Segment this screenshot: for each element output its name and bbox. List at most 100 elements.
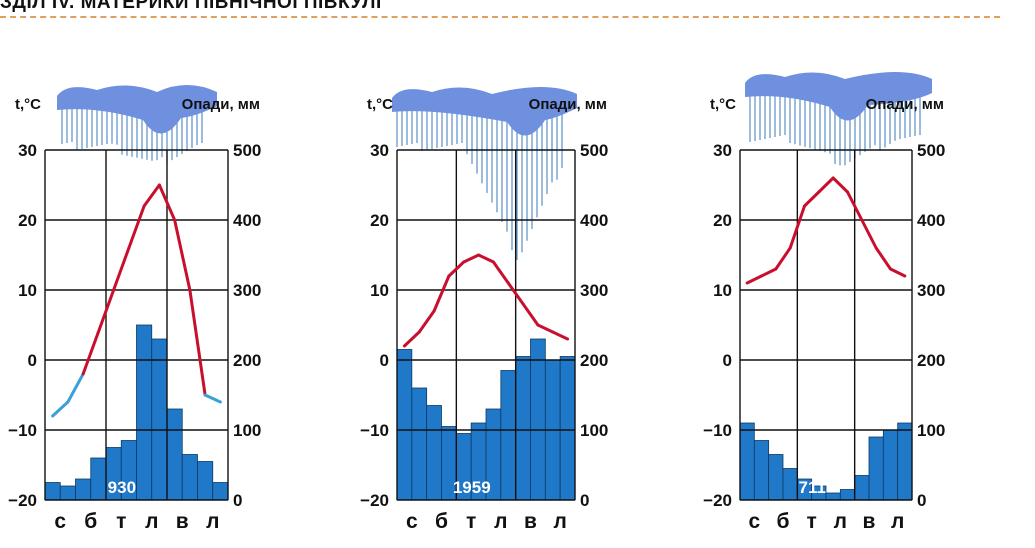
- temperature-segment: [817, 176, 835, 194]
- month-label: л: [891, 510, 904, 533]
- temperature-segment: [760, 267, 778, 278]
- temperature-segment: [81, 330, 100, 376]
- precipitation-bar: [44, 482, 61, 501]
- precipitation-bar: [839, 489, 856, 501]
- temp-tick-label: 0: [380, 351, 389, 370]
- header-divider: [0, 16, 1000, 18]
- month-label: т: [466, 510, 476, 533]
- month-label: т: [807, 510, 817, 533]
- precipitation-bar: [166, 408, 183, 501]
- precip-tick-label: 100: [580, 421, 608, 440]
- temperature-segment: [127, 204, 146, 250]
- precip-tick-label: 500: [917, 141, 945, 160]
- precipitation-bars: [396, 338, 576, 501]
- precip-tick-label: 500: [580, 141, 608, 160]
- temperature-segment: [96, 288, 116, 334]
- month-label: б: [84, 510, 97, 533]
- temp-tick-label: 10: [713, 281, 732, 300]
- temperature-segment: [774, 246, 792, 271]
- precip-axis-label: Опади, мм: [182, 96, 260, 113]
- annual-total-label: 711: [799, 478, 826, 497]
- temp-tick-label: −10: [8, 421, 37, 440]
- temperature-segment: [51, 400, 70, 418]
- temp-tick-label: 30: [370, 141, 389, 160]
- precipitation-bar: [181, 454, 198, 501]
- precipitation-bar: [75, 478, 92, 501]
- precip-tick-label: 200: [233, 351, 261, 370]
- cloud-shape: [392, 87, 577, 136]
- temperature-segment: [551, 330, 570, 341]
- temperature-segment: [417, 309, 436, 334]
- temp-tick-label: 0: [723, 351, 732, 370]
- temp-tick-label: 0: [28, 351, 37, 370]
- precip-tick-label: 300: [917, 281, 945, 300]
- grid: [396, 149, 576, 501]
- precipitation-bar: [411, 387, 428, 501]
- temp-tick-label: 20: [18, 211, 37, 230]
- precip-tick-label: 0: [917, 491, 926, 510]
- temp-tick-label: −20: [703, 491, 732, 510]
- temp-tick-label: 10: [18, 281, 37, 300]
- precipitation-bars: [44, 324, 229, 501]
- precipitation-bar: [882, 429, 899, 501]
- month-label: л: [494, 510, 507, 533]
- temp-axis-label: t,°C: [15, 96, 41, 113]
- precipitation-bar: [782, 468, 798, 501]
- temp-tick-label: −20: [8, 491, 37, 510]
- precip-tick-label: 400: [233, 211, 261, 230]
- precip-tick-label: 200: [580, 351, 608, 370]
- precip-tick-label: 0: [580, 491, 589, 510]
- precip-tick-label: 500: [233, 141, 261, 160]
- month-label: в: [863, 510, 876, 533]
- temperature-line: [402, 253, 570, 348]
- month-label: л: [206, 510, 219, 533]
- temperature-segment: [462, 253, 481, 264]
- month-label: с: [54, 510, 66, 533]
- temp-tick-label: 30: [713, 141, 732, 160]
- precip-tick-label: 400: [580, 211, 608, 230]
- precip-tick-label: 200: [917, 351, 945, 370]
- precipitation-bar: [515, 356, 531, 501]
- temp-tick-label: 30: [18, 141, 37, 160]
- month-label: с: [748, 510, 760, 533]
- precipitation-bar: [868, 436, 884, 501]
- temp-tick-label: −20: [360, 491, 389, 510]
- temperature-line: [51, 183, 222, 418]
- precipitation-bar: [753, 440, 770, 501]
- temperature-segment: [860, 218, 878, 250]
- temp-tick-label: 10: [370, 281, 389, 300]
- temperature-segment: [142, 183, 161, 208]
- temp-tick-label: −10: [703, 421, 732, 440]
- temp-tick-label: 20: [713, 211, 732, 230]
- annual-total-label: 930: [108, 478, 136, 497]
- precipitation-bar: [396, 349, 413, 501]
- precipitation-bar: [768, 454, 784, 501]
- cloud-shape: [57, 85, 217, 134]
- precipitation-bar: [530, 338, 546, 501]
- precipitation-bars: [739, 422, 913, 501]
- temp-tick-label: 20: [370, 211, 389, 230]
- temp-axis-label: t,°C: [710, 96, 736, 113]
- temperature-segment: [173, 218, 192, 292]
- temperature-segment: [831, 176, 849, 194]
- precip-tick-label: 400: [917, 211, 945, 230]
- section-header: ЗДІЛ IV. МАТЕРИКИ ПІВНІЧНОЇ ПІВКУЛІ: [0, 0, 1035, 30]
- precipitation-bar: [854, 475, 870, 501]
- temperature-segment: [491, 260, 510, 285]
- temp-axis-label: t,°C: [367, 96, 393, 113]
- temperature-segment: [536, 323, 555, 334]
- temperature-segment: [889, 267, 907, 278]
- precipitation-bar: [136, 324, 153, 501]
- precip-tick-label: 300: [233, 281, 261, 300]
- grid: [44, 149, 229, 501]
- month-label: л: [834, 510, 847, 533]
- temperature-segment: [788, 204, 806, 250]
- temperature-segment: [506, 281, 525, 306]
- month-label: б: [435, 510, 448, 533]
- temperature-segment: [157, 183, 177, 222]
- temperature-segment: [66, 372, 85, 404]
- precipitation-bar: [897, 422, 913, 501]
- precipitation-bar: [212, 482, 229, 501]
